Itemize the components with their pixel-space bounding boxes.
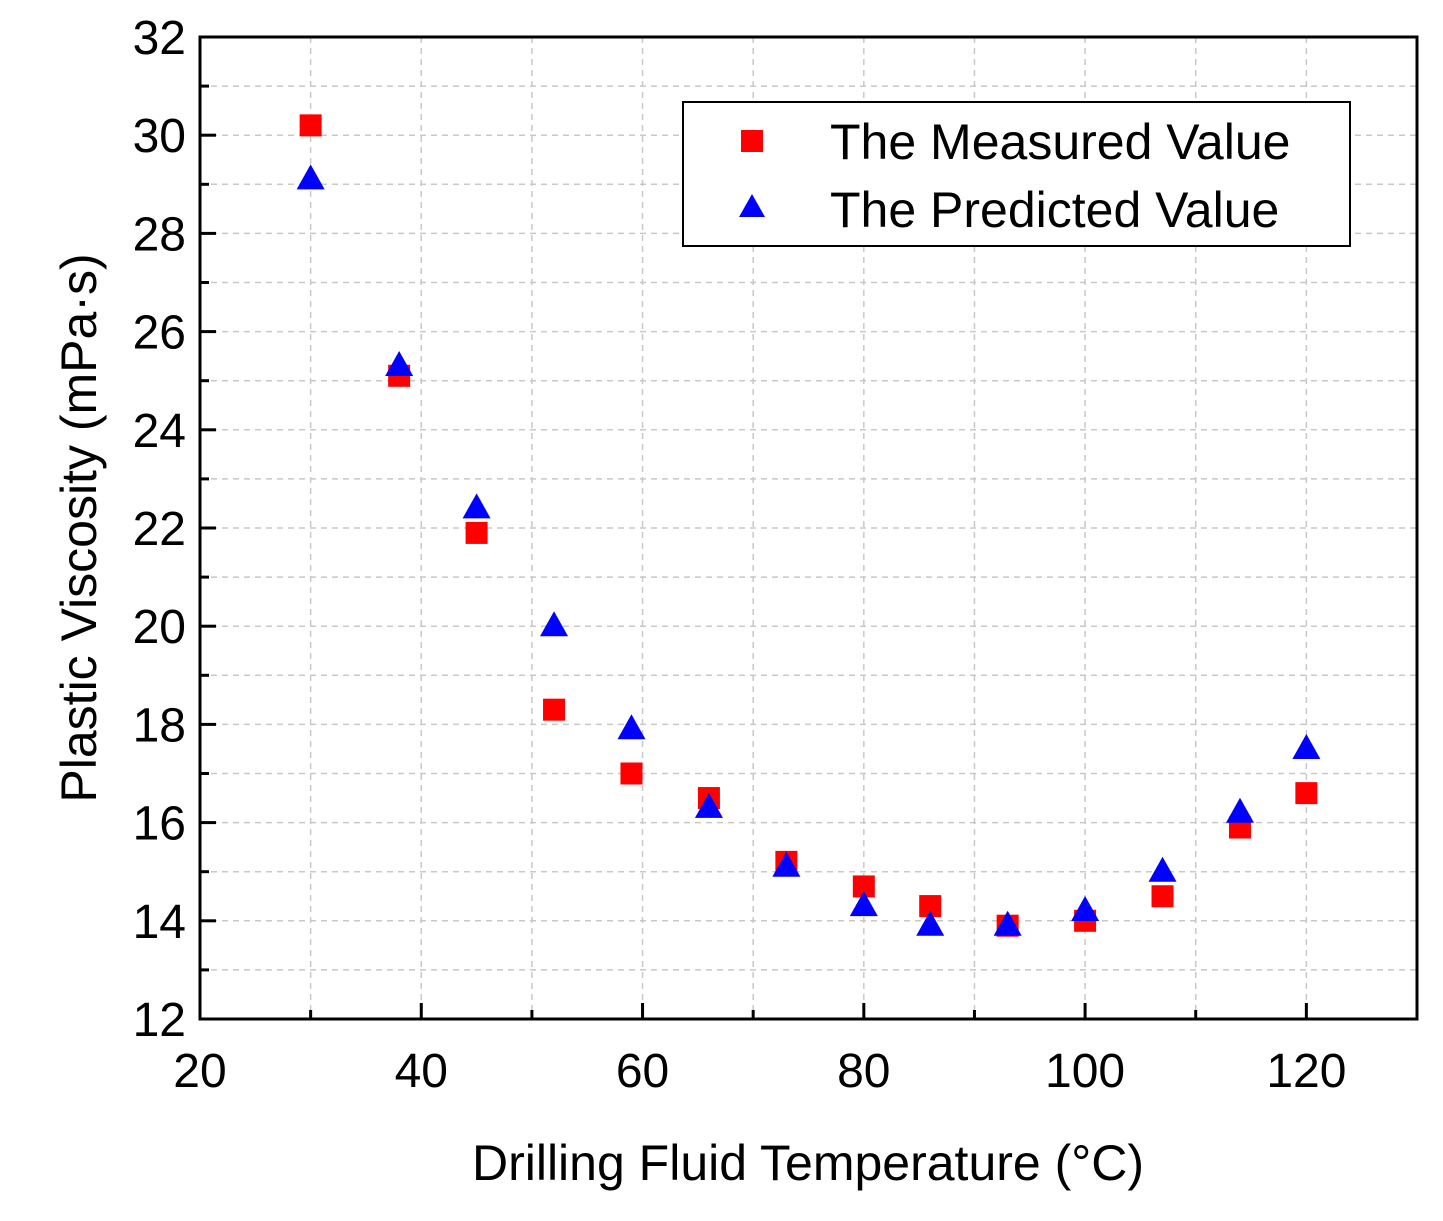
y-tick-label: 12 xyxy=(133,994,186,1047)
x-tick-label: 100 xyxy=(1045,1045,1125,1098)
legend: The Measured Value The Predicted Value xyxy=(682,101,1351,247)
y-axis-title: Plastic Viscosity (mPa·s) xyxy=(51,253,107,802)
y-tick-label: 30 xyxy=(133,110,186,163)
y-tick-label: 20 xyxy=(133,601,186,654)
x-tick-label: 60 xyxy=(616,1045,669,1098)
measured-point xyxy=(299,114,322,137)
x-tick-label: 120 xyxy=(1266,1045,1346,1098)
measured-point xyxy=(919,895,942,918)
y-tick-label: 14 xyxy=(133,896,186,949)
legend-box xyxy=(682,101,1351,247)
predicted-point xyxy=(772,851,801,877)
predicted-point xyxy=(1071,895,1100,921)
legend-measured-marker xyxy=(741,130,763,152)
predicted-point xyxy=(694,792,723,818)
y-tick-label: 18 xyxy=(133,699,186,752)
measured-point xyxy=(620,762,643,785)
predicted-point xyxy=(296,164,325,190)
series-predicted xyxy=(296,164,1321,936)
predicted-point xyxy=(385,350,414,376)
x-tick-label: 40 xyxy=(395,1045,448,1098)
predicted-point xyxy=(849,891,878,917)
predicted-point xyxy=(540,611,569,637)
predicted-point xyxy=(993,910,1022,936)
grid xyxy=(200,37,1417,1019)
measured-point xyxy=(852,875,875,898)
y-tick-label: 32 xyxy=(133,12,186,65)
predicted-point xyxy=(617,714,646,740)
y-tick-label: 24 xyxy=(133,405,186,458)
y-tick-label: 26 xyxy=(133,307,186,360)
x-tick-label: 20 xyxy=(173,1045,226,1098)
predicted-point xyxy=(1225,797,1254,823)
legend-measured-label: The Measured Value xyxy=(830,114,1290,170)
y-tick-label: 28 xyxy=(133,208,186,261)
measured-point xyxy=(465,521,488,544)
measured-point xyxy=(1151,885,1174,908)
predicted-point xyxy=(462,493,491,519)
predicted-point xyxy=(916,910,945,936)
measured-point xyxy=(543,698,566,721)
x-tick-label: 80 xyxy=(837,1045,890,1098)
axis-ticks xyxy=(198,35,1419,1021)
y-tick-label: 16 xyxy=(133,798,186,851)
tick-labels: 20 40 60 80 100 120 12 14 16 18 20 22 24 26 28 30 32 xyxy=(133,12,1347,1098)
predicted-point xyxy=(1148,856,1177,882)
x-axis-title: Drilling Fluid Temperature (°C) xyxy=(472,1135,1144,1191)
data-points xyxy=(296,114,1321,937)
legend-predicted-label: The Predicted Value xyxy=(830,182,1279,238)
predicted-point xyxy=(1292,733,1321,759)
y-tick-label: 22 xyxy=(133,503,186,556)
measured-point xyxy=(1295,782,1318,805)
legend-predicted-marker xyxy=(739,194,765,217)
